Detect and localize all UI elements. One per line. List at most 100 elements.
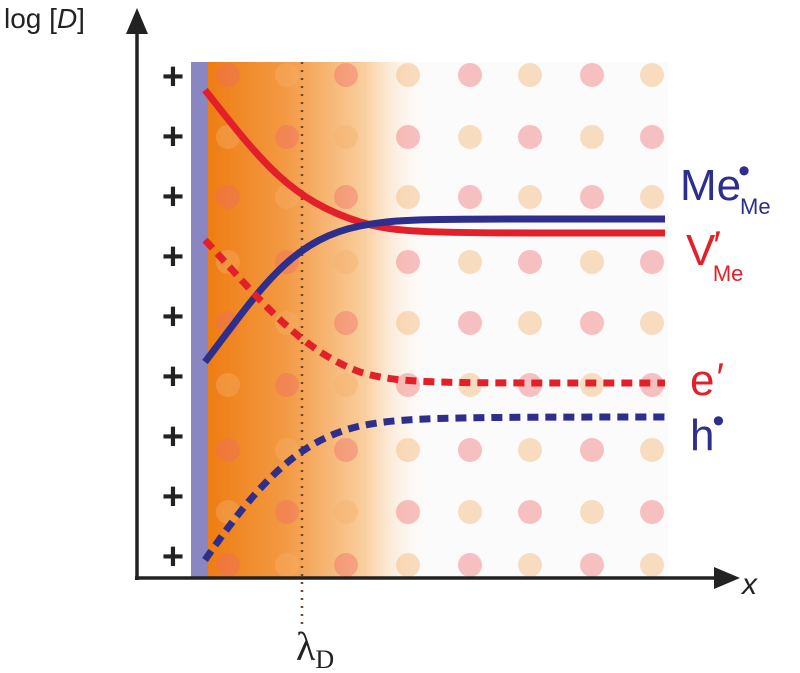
lattice-dot <box>216 63 240 87</box>
x-axis-label: x <box>740 568 758 601</box>
charge: + <box>162 476 184 518</box>
lattice-dot <box>580 63 604 87</box>
species-main: V <box>686 226 716 275</box>
lattice-dot <box>458 185 482 209</box>
lattice-dot <box>580 500 604 524</box>
lattice-dot <box>275 125 299 149</box>
charge: + <box>162 236 184 278</box>
lattice-dot <box>518 185 542 209</box>
lattice-dot <box>640 125 664 149</box>
species-main: Me <box>680 161 741 210</box>
x-arrow <box>714 567 740 589</box>
lattice-dot <box>334 185 358 209</box>
lattice-dot <box>580 438 604 462</box>
species-main: h <box>690 411 714 460</box>
lattice-dot <box>275 500 299 524</box>
lattice-dot <box>334 438 358 462</box>
lattice-dot <box>518 125 542 149</box>
lattice-dot <box>396 63 420 87</box>
lattice-dot <box>640 185 664 209</box>
lattice-dot <box>334 311 358 335</box>
lattice-dot <box>458 438 482 462</box>
lattice-dot <box>275 373 299 397</box>
lattice-dot <box>518 250 542 274</box>
species-label: Me• Me <box>680 152 771 219</box>
lattice-dot <box>518 373 542 397</box>
lattice-dot <box>640 438 664 462</box>
lattice-dot <box>334 63 358 87</box>
space-charge-region <box>208 62 433 578</box>
species-main: e <box>690 356 714 405</box>
lattice-dot <box>518 63 542 87</box>
charge: + <box>162 116 184 158</box>
debye-label: λD <box>296 624 334 673</box>
lattice-dot <box>518 311 542 335</box>
lattice-dot <box>216 373 240 397</box>
lattice-dot <box>396 250 420 274</box>
lattice-dot <box>640 311 664 335</box>
y-arrow <box>126 8 148 34</box>
lattice-dot <box>458 500 482 524</box>
lattice-dot <box>580 185 604 209</box>
lattice-dot <box>396 373 420 397</box>
charge: + <box>162 416 184 458</box>
electron-curve <box>202 237 666 387</box>
y-label-italic: D <box>57 3 77 34</box>
lattice-dot <box>458 311 482 335</box>
lattice-dot <box>580 250 604 274</box>
lattice-dot <box>640 373 664 397</box>
subscript: Me <box>713 261 744 286</box>
y-label-text: log [ <box>4 3 57 34</box>
lattice-dot <box>580 311 604 335</box>
superscript: • <box>712 402 724 440</box>
lattice-dot <box>640 63 664 87</box>
y-axis-label: log [D] <box>4 3 85 34</box>
lattice-dot <box>640 500 664 524</box>
lattice-dot <box>458 250 482 274</box>
lattice-dot <box>216 438 240 462</box>
charge: + <box>162 356 184 398</box>
lattice-dot <box>275 553 299 577</box>
lattice-dot <box>216 553 240 577</box>
charge: + <box>162 536 184 578</box>
lattice-dot <box>458 553 482 577</box>
lattice-dot <box>640 553 664 577</box>
lattice-dot <box>640 250 664 274</box>
charge: + <box>162 56 184 98</box>
y-label-text: ] <box>77 3 85 34</box>
lattice-dot <box>580 125 604 149</box>
lattice-dot <box>216 500 240 524</box>
lattice-dot <box>334 500 358 524</box>
subscript: Me <box>740 194 771 219</box>
lattice-dot <box>396 553 420 577</box>
lattice-dot <box>458 125 482 149</box>
lattice-dot <box>216 185 240 209</box>
lattice-dot <box>396 500 420 524</box>
charge: + <box>162 296 184 338</box>
lattice-dot <box>334 250 358 274</box>
charge: + <box>162 176 184 218</box>
lattice-dot <box>396 311 420 335</box>
lattice-dot <box>580 553 604 577</box>
subscript: D <box>315 645 334 673</box>
charges: + + + + + + + + + <box>162 56 184 578</box>
superscript: • <box>738 152 750 190</box>
lattice-dot <box>396 185 420 209</box>
lattice-dot <box>518 500 542 524</box>
lattice-dot <box>334 373 358 397</box>
species-label: e′ <box>690 356 724 405</box>
curves <box>202 87 666 562</box>
lattice-dot <box>458 63 482 87</box>
lattice-dot <box>396 438 420 462</box>
species-label: h• <box>690 402 724 460</box>
lattice-dot <box>396 125 420 149</box>
interface <box>191 62 208 578</box>
lattice-dot <box>334 553 358 577</box>
lattice-dots <box>216 63 664 577</box>
lattice-dot <box>334 125 358 149</box>
lattice-dot <box>275 63 299 87</box>
superscript: ′ <box>713 224 721 268</box>
species-label: V′ Me <box>686 224 743 286</box>
axes <box>126 8 740 589</box>
